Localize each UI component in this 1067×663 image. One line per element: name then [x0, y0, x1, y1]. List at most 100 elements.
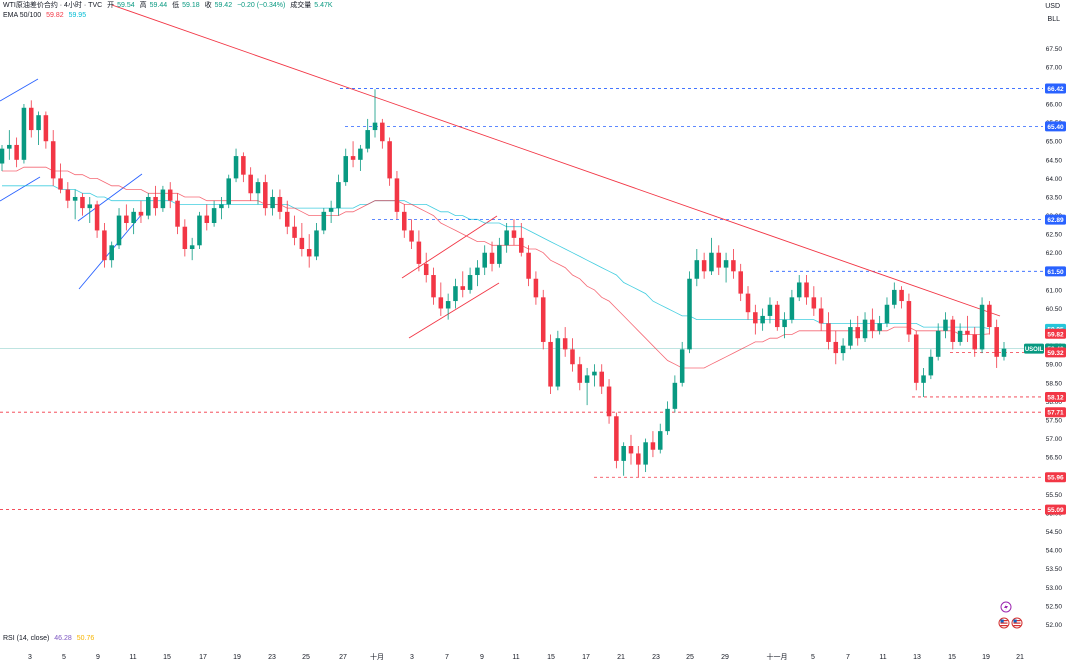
- candle-body: [175, 200, 180, 227]
- candle-body: [855, 327, 860, 339]
- candle: [855, 315, 860, 346]
- candle: [50, 130, 56, 186]
- candle-body: [43, 115, 49, 142]
- candle: [314, 222, 319, 261]
- candle: [826, 312, 831, 350]
- candle-body: [913, 334, 919, 383]
- candle-body: [526, 252, 531, 279]
- candle-body: [102, 230, 107, 261]
- candle-body: [387, 141, 392, 179]
- candle: [160, 185, 166, 212]
- ema-legend[interactable]: EMA 50/100 59.82 59.95: [3, 11, 89, 21]
- candle-body: [687, 278, 692, 350]
- candle-body: [1001, 348, 1007, 357]
- y-tick-label: 54.00: [1046, 548, 1063, 555]
- candle: [643, 438, 648, 473]
- flag-stripe: [1013, 625, 1021, 627]
- candle: [409, 219, 414, 250]
- x-tick-label: 17: [582, 654, 590, 661]
- channel-line-red: [401, 215, 498, 279]
- flag-stripe: [1000, 620, 1008, 622]
- candle: [116, 208, 122, 250]
- candle: [818, 297, 824, 331]
- candle-body: [979, 304, 985, 350]
- candle-body: [760, 315, 765, 324]
- candle: [555, 330, 561, 391]
- candle-body: [928, 356, 934, 376]
- channel-line-blue: [77, 173, 143, 222]
- price-tag-box: [1045, 214, 1066, 225]
- candle: [131, 208, 136, 235]
- candle: [109, 241, 114, 268]
- unit-label[interactable]: BLL: [1047, 16, 1060, 23]
- candle-body: [818, 308, 824, 324]
- price-tag-box: [1045, 83, 1066, 94]
- y-tick-label: 67.50: [1046, 46, 1063, 53]
- event-icons[interactable]: [998, 601, 1023, 629]
- candle-body: [58, 178, 63, 190]
- candle: [848, 319, 853, 350]
- candle-body: [657, 431, 663, 450]
- candle-body: [409, 230, 414, 242]
- candle: [277, 189, 283, 220]
- currency-label[interactable]: USD: [1045, 3, 1060, 10]
- x-tick-label: 29: [721, 654, 729, 661]
- drawn-trendlines: [0, 4, 1001, 339]
- price-tag-box: [1045, 328, 1066, 339]
- candle: [628, 434, 634, 465]
- candle-body: [116, 215, 122, 246]
- candle-body: [497, 245, 502, 264]
- horizontal-levels: [0, 88, 1043, 510]
- candle-body: [394, 178, 400, 212]
- candle: [372, 89, 378, 138]
- candle-body: [672, 382, 678, 409]
- time-axis[interactable]: 3 5 9 11 15 17 19 23 25 27 十月 3 7 9 11 15 17 21 23 25 29 十一月 5…: [28, 652, 1024, 661]
- x-tick-label: 25: [686, 654, 694, 661]
- candle: [965, 315, 970, 342]
- candle-body: [701, 260, 707, 272]
- ema-lines: [2, 166, 990, 369]
- candle-body: [826, 323, 831, 342]
- candle: [636, 446, 641, 478]
- y-tick-label: 58.50: [1046, 380, 1063, 387]
- lightning-icon-glyph: [1004, 603, 1008, 611]
- y-tick-label: 53.00: [1046, 585, 1063, 592]
- candle-body: [987, 304, 992, 328]
- y-tick-label: 64.50: [1046, 157, 1063, 164]
- candles: [0, 89, 1007, 478]
- x-tick-label: 21: [1016, 654, 1024, 661]
- y-tick-label: 60.50: [1046, 306, 1063, 313]
- price-tag-box: [1045, 504, 1066, 515]
- candle-body: [321, 211, 327, 231]
- candle-body: [606, 386, 612, 417]
- candle: [950, 315, 956, 350]
- candle: [182, 219, 188, 257]
- price-tag: 66.42: [1045, 83, 1066, 94]
- candle-body: [892, 289, 897, 305]
- candle: [423, 252, 429, 283]
- y-tick-label: 65.00: [1046, 139, 1063, 146]
- x-tick-label: 11: [879, 654, 886, 661]
- candle-body: [255, 182, 261, 194]
- candle: [782, 312, 787, 339]
- x-tick-label: 十月: [370, 652, 384, 661]
- candle-body: [226, 178, 231, 205]
- candle: [833, 330, 839, 365]
- price-tag: 59.32: [1045, 347, 1066, 358]
- candle-body: [504, 230, 509, 246]
- candle: [350, 141, 356, 168]
- candle-body: [621, 446, 626, 461]
- candle: [592, 364, 597, 387]
- candle-body: [577, 364, 583, 383]
- candle: [884, 297, 890, 328]
- candle-body: [358, 148, 363, 160]
- candle-body: [716, 252, 722, 268]
- candle: [870, 308, 875, 339]
- channel-line-red: [408, 282, 500, 339]
- candle-body: [36, 115, 41, 131]
- candle: [943, 312, 948, 339]
- candle-body: [548, 341, 553, 387]
- candle-body: [160, 189, 166, 209]
- rsi-legend[interactable]: RSI (14, close) 46.28 50.76: [3, 634, 97, 644]
